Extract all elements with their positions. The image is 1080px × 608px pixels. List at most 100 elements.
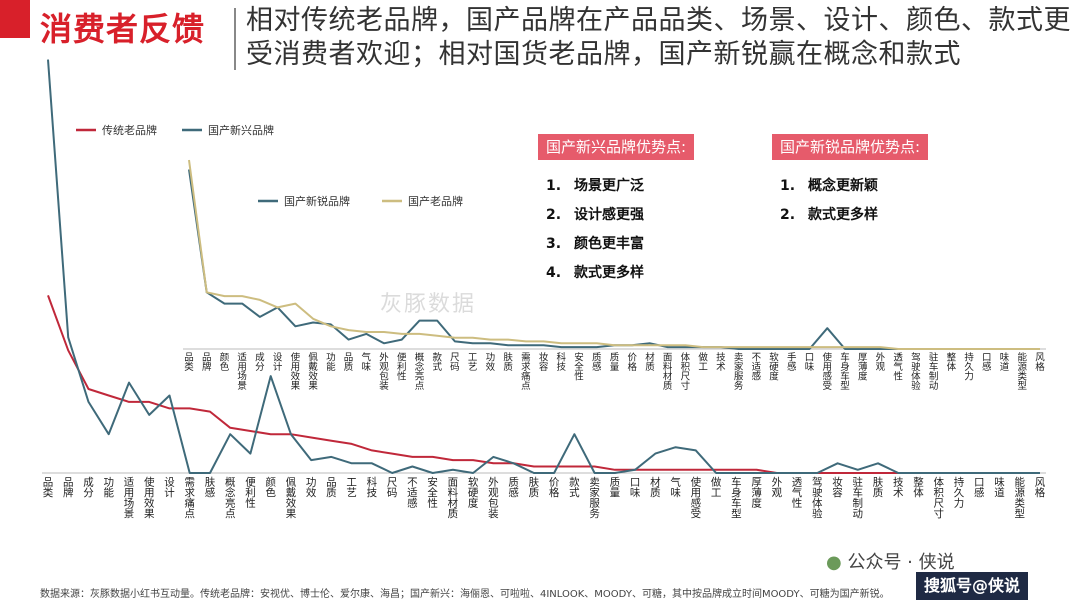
x-tick-label: 口味 (805, 353, 815, 374)
advantage-item: 2. 款式更多样 (780, 207, 878, 223)
series-line-国产新兴品牌 (47, 59, 1040, 474)
x-tick-label: 车身车型 (731, 476, 742, 521)
x-tick-label: 体积尺寸 (681, 352, 691, 393)
wechat-account-watermark: ● 公众号 · 侠说 (826, 552, 955, 573)
page-title: 消费者反馈 (40, 10, 206, 48)
legend-new-domestic-brand: 国产新兴品牌 (208, 123, 274, 137)
x-tick-label: 厚薄度 (751, 477, 762, 510)
data-source-note: 数据来源：灰豚数据小红书互动量。传统老品牌：安视优、博士伦、爱尔康、海昌；国产新… (40, 589, 890, 600)
x-tick-label: 设计 (273, 353, 283, 374)
new-brand-advantage-list: 1. 场景更广泛 2. 设计感更强 3. 颜色更丰富 4. 款式更多样 (546, 172, 644, 288)
x-tick-label: 适用场景 (124, 477, 135, 521)
x-tick-label: 风格 (1035, 353, 1045, 374)
x-tick-label: 功能 (326, 353, 336, 374)
header-accent-bar (0, 0, 30, 38)
x-tick-label: 材质 (645, 352, 655, 374)
legend-old-domestic-brand: 国产老品牌 (408, 194, 463, 208)
x-tick-label: 质感 (592, 352, 602, 374)
x-tick-label: 便利性 (245, 476, 256, 510)
x-tick-label: 透气性 (893, 353, 903, 383)
watermark-logo-text: 灰豚数据 (380, 292, 477, 317)
x-tick-label: 外观 (772, 477, 783, 500)
x-tick-label: 价格 (627, 353, 637, 374)
x-tick-label: 安全性 (574, 352, 584, 383)
x-tick-label: 需求痛点 (521, 353, 531, 393)
x-tick-label: 外观 (876, 352, 886, 374)
x-tick-label: 透气性 (792, 477, 803, 510)
x-tick-label: 功效 (486, 353, 496, 374)
x-tick-label: 款式 (569, 476, 580, 500)
x-tick-label: 肤质 (529, 476, 540, 500)
x-tick-label: 肤质 (503, 352, 513, 374)
x-tick-label: 质量 (610, 352, 620, 374)
x-tick-label: 尺码 (387, 477, 398, 500)
x-tick-label: 体积尺寸 (934, 477, 945, 521)
x-tick-label: 佩戴效果 (308, 352, 318, 393)
x-tick-label: 能源类型 (1018, 352, 1028, 393)
x-tick-label: 气味 (670, 476, 681, 500)
x-tick-label: 肤质 (873, 476, 884, 500)
x-tick-label: 手感 (787, 352, 797, 374)
x-tick-label: 品类 (184, 353, 194, 374)
x-tick-label: 风格 (1035, 477, 1046, 500)
x-tick-label: 科技 (367, 476, 378, 500)
x-tick-label: 口感 (982, 353, 992, 374)
emerging-brand-advantage-title: 国产新锐品牌优势点: (772, 134, 929, 160)
series-line-国产老品牌 (188, 159, 1040, 350)
x-tick-label: 使用感受 (691, 476, 702, 521)
x-tick-label: 不适感 (407, 477, 418, 510)
x-tick-label: 卖家服务 (734, 353, 744, 393)
x-tick-label: 质量 (610, 477, 621, 500)
x-tick-label: 车身车型 (840, 352, 850, 393)
x-tick-label: 使用感受 (822, 352, 832, 393)
x-tick-label: 需求痛点 (184, 477, 195, 521)
x-tick-label: 工艺 (468, 353, 478, 374)
x-tick-label: 驻车制动 (929, 353, 939, 393)
x-tick-label: 驾驶体验 (812, 477, 823, 521)
x-tick-label: 持久力 (964, 352, 974, 383)
x-tick-label: 卖家服务 (589, 477, 600, 521)
x-tick-label: 成分 (83, 477, 94, 500)
x-tick-label: 价格 (549, 477, 560, 500)
x-tick-label: 做工 (711, 476, 722, 500)
x-tick-label: 驻车制动 (853, 476, 864, 521)
x-tick-label: 安全性 (427, 476, 438, 510)
x-tick-label: 驾驶体验 (911, 353, 921, 393)
x-tick-label: 软硬度 (468, 476, 479, 510)
x-tick-label: 技术 (716, 352, 726, 374)
x-tick-label: 不适感 (752, 353, 762, 383)
advantage-item: 1. 场景更广泛 (546, 178, 644, 194)
x-tick-label: 成分 (255, 352, 265, 374)
x-tick-label: 外观包装 (488, 477, 499, 521)
x-tick-label: 佩戴效果 (286, 476, 297, 521)
x-tick-label: 品质 (326, 477, 337, 500)
new-brand-advantage-title: 国产新兴品牌优势点: (538, 134, 695, 160)
x-tick-label: 技术 (893, 476, 904, 500)
advantage-item: 1. 概念更新颖 (780, 178, 878, 194)
sohu-badge: 搜狐号@侠说 (916, 572, 1029, 600)
x-tick-label: 软硬度 (769, 352, 779, 383)
x-tick-label: 设计 (164, 477, 175, 500)
x-tick-label: 适用场景 (237, 353, 247, 393)
x-tick-label: 尺码 (450, 353, 460, 374)
x-tick-label: 面料材质 (663, 353, 673, 393)
x-tick-label: 工艺 (346, 477, 357, 500)
x-tick-label: 科技 (557, 352, 567, 374)
x-tick-label: 概念亮点 (415, 352, 425, 393)
x-tick-label: 使用效果 (144, 476, 155, 521)
x-tick-label: 质感 (508, 477, 519, 500)
x-tick-label: 妆容 (539, 352, 549, 374)
x-tick-label: 功能 (103, 477, 114, 500)
x-tick-label: 妆容 (832, 476, 843, 500)
advantage-item: 2. 设计感更强 (546, 207, 644, 223)
header-divider (234, 8, 236, 70)
x-tick-label: 概念亮点 (225, 476, 236, 521)
series-line-传统老品牌 (47, 295, 1040, 474)
x-tick-label: 材质 (650, 476, 661, 500)
advantage-item: 4. 款式更多样 (546, 265, 644, 281)
x-tick-label: 口味 (630, 477, 641, 500)
advantage-item: 3. 颜色更丰富 (546, 236, 644, 252)
x-tick-label: 整体 (947, 352, 957, 374)
legend-emerging-brand: 国产新锐品牌 (284, 194, 350, 208)
